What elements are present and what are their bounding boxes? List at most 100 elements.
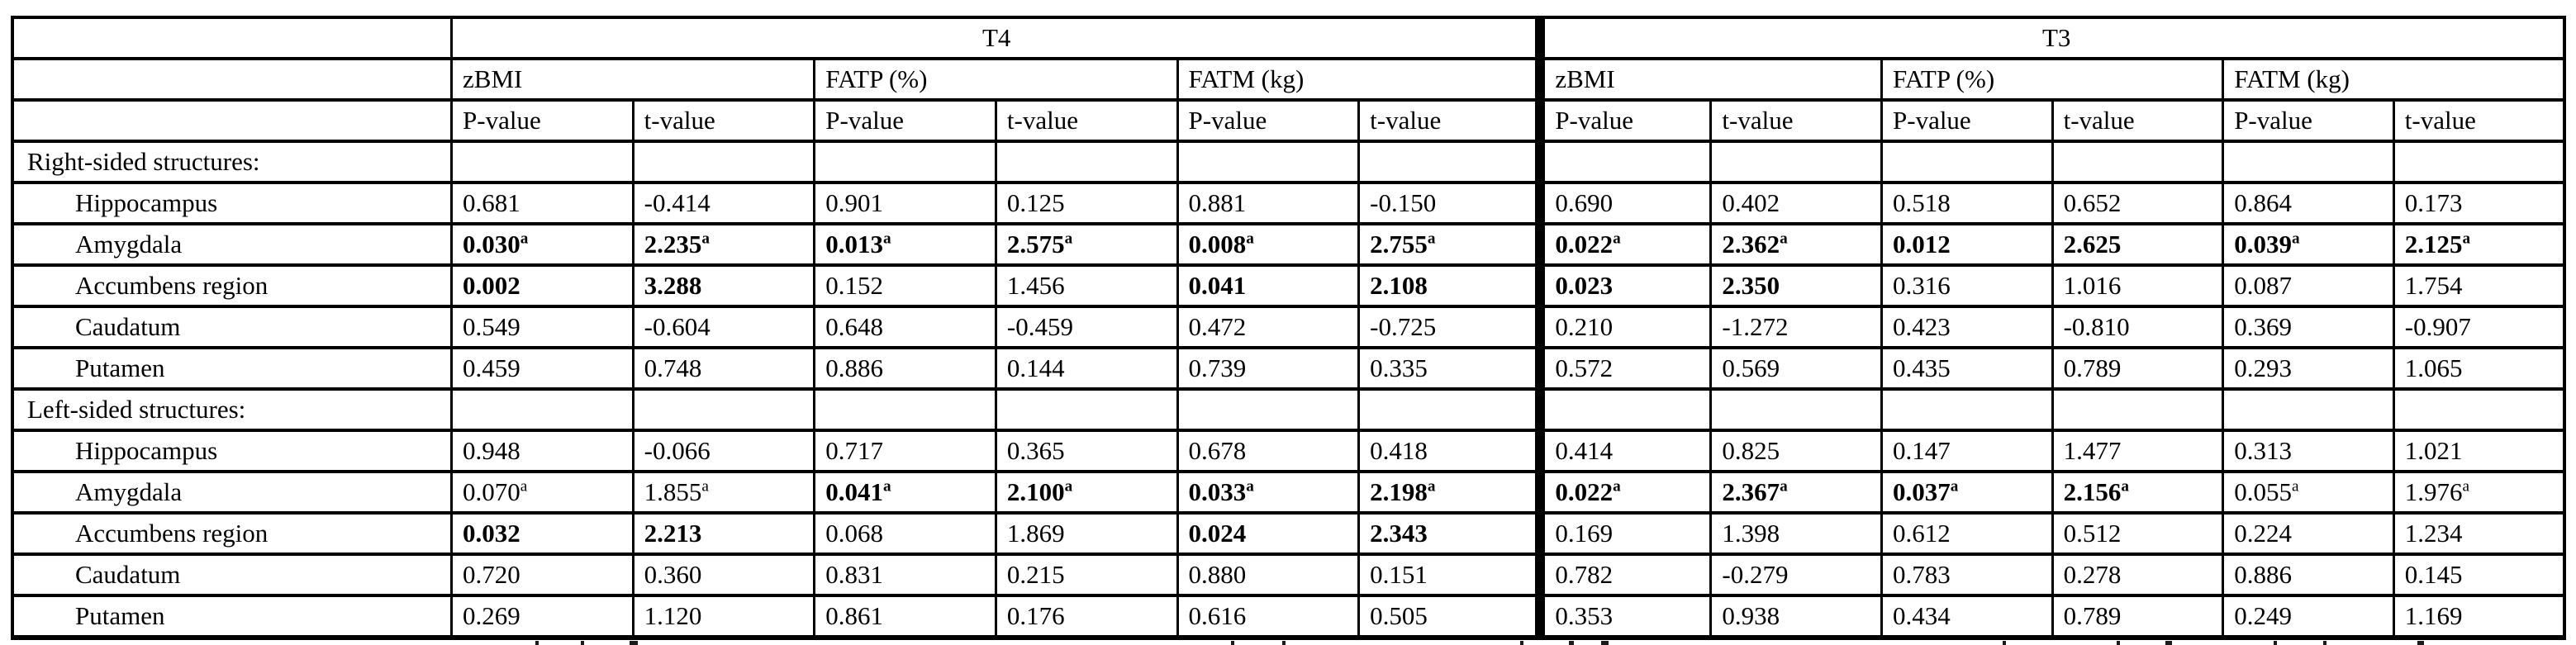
cell-value: 0.616 <box>1188 601 1247 630</box>
value-cell: 0.880 <box>1176 553 1361 597</box>
stat-header-t: t-value <box>631 98 816 143</box>
table-row: Hippocampus 0.681 -0.414 0.901 0.125 0.881 -0.… <box>11 181 2566 225</box>
empty-cell <box>813 140 997 184</box>
cell-value: 0.022 <box>1555 477 1614 506</box>
cell-value: 0.864 <box>2234 188 2292 217</box>
cell-value: 0.070 <box>463 477 520 506</box>
row-label: Hippocampus <box>11 429 454 473</box>
significance-superscript: a <box>2462 477 2470 496</box>
value-cell: 2.367a <box>1709 470 1883 515</box>
cell-value: 0.145 <box>2404 560 2463 589</box>
measure-header-t3-zbmi: zBMI <box>1535 57 1884 102</box>
cell-value: -0.459 <box>1006 312 1073 341</box>
value-cell: 0.215 <box>994 553 1179 597</box>
value-cell: 0.032 <box>450 511 634 556</box>
value-cell: 0.782 <box>1535 553 1713 597</box>
empty-cell <box>813 387 997 432</box>
value-cell: 2.156a <box>2051 470 2225 515</box>
header-row-groups: T4 T3 <box>11 16 2566 60</box>
value-cell: 0.881 <box>1176 181 1361 225</box>
cell-value: 1.976 <box>2404 477 2463 506</box>
cell-value: 0.648 <box>825 312 884 341</box>
cell-value: 0.434 <box>1893 601 1951 630</box>
stat-header-t: t-value <box>1709 98 1883 143</box>
cell-value: 2.575 <box>1006 230 1065 258</box>
row-label: Accumbens region <box>11 263 454 308</box>
cell-value: 0.147 <box>1893 436 1951 465</box>
cell-value: 1.065 <box>2404 353 2463 382</box>
cell-value: 2.362 <box>1722 230 1780 258</box>
value-cell: 2.125a <box>2392 222 2566 267</box>
value-cell: 0.948 <box>450 429 634 473</box>
value-cell: -0.604 <box>631 305 816 349</box>
empty-cell <box>2051 140 2225 184</box>
value-cell: 0.024 <box>1176 511 1361 556</box>
cell-value: 0.886 <box>825 353 884 382</box>
cell-value: 0.002 <box>463 271 520 300</box>
value-cell: 1.021 <box>2392 429 2566 473</box>
cell-value: 0.176 <box>1006 601 1065 630</box>
value-cell: 0.789 <box>2051 346 2225 391</box>
value-cell: 0.549 <box>450 305 634 349</box>
value-cell: 0.569 <box>1709 346 1883 391</box>
cell-value: 0.041 <box>1188 271 1247 300</box>
table-row: Caudatum 0.549 -0.604 0.648 -0.459 0.472 -0.72… <box>11 305 2566 349</box>
cell-value: 0.612 <box>1893 519 1951 548</box>
value-cell: 0.278 <box>2051 553 2225 597</box>
cell-value: 0.278 <box>2063 560 2122 589</box>
value-cell: 0.616 <box>1176 594 1361 639</box>
significance-superscript: a <box>1246 477 1254 496</box>
value-cell: 0.831 <box>813 553 997 597</box>
cell-value: 0.024 <box>1188 519 1247 548</box>
cell-value: 2.125 <box>2404 230 2463 258</box>
table-row: Accumbens region 0.002 3.288 0.152 1.456 0.04… <box>11 263 2566 308</box>
significance-superscript: a <box>1064 477 1073 496</box>
value-cell: 0.864 <box>2222 181 2395 225</box>
value-cell: 2.755a <box>1357 222 1542 267</box>
cell-value: 1.855 <box>644 477 702 506</box>
value-cell: 0.739 <box>1176 346 1361 391</box>
cell-value: 0.948 <box>463 436 520 465</box>
cell-value: 1.234 <box>2404 519 2463 548</box>
header-row-stats: P-value t-value P-value t-value P-value … <box>11 98 2566 143</box>
cell-value: 2.156 <box>2063 477 2122 506</box>
cell-value: 2.755 <box>1370 230 1428 258</box>
cell-value: 0.055 <box>2234 477 2292 506</box>
row-label: Amygdala <box>11 470 454 515</box>
value-cell: 1.869 <box>994 511 1179 556</box>
cell-value: 0.041 <box>825 477 884 506</box>
significance-superscript: a <box>1950 477 1959 496</box>
cell-value: 0.022 <box>1555 230 1614 258</box>
cell-value: 0.169 <box>1555 519 1614 548</box>
value-cell: 0.030a <box>450 222 634 267</box>
cell-value: 0.293 <box>2234 353 2292 382</box>
section-label: Right-sided structures: <box>11 140 454 184</box>
group-header-t4: T4 <box>450 16 1542 60</box>
cell-value: 1.021 <box>2404 436 2463 465</box>
cell-value: 0.151 <box>1370 560 1428 589</box>
value-cell: 0.472 <box>1176 305 1361 349</box>
stat-header-t: t-value <box>2051 98 2225 143</box>
cropped-footnote-fragments <box>0 639 2576 645</box>
cell-value: -1.272 <box>1722 312 1789 341</box>
value-cell: 0.612 <box>1880 511 2054 556</box>
empty-cell <box>631 387 816 432</box>
stat-header-p: P-value <box>2222 98 2395 143</box>
cell-value: 0.030 <box>463 230 520 258</box>
value-cell: 0.360 <box>631 553 816 597</box>
value-cell: 0.022a <box>1535 470 1713 515</box>
empty-cell <box>2222 387 2395 432</box>
value-cell: 0.369 <box>2222 305 2395 349</box>
value-cell: 0.013a <box>813 222 997 267</box>
value-cell: 0.151 <box>1357 553 1542 597</box>
cell-value: 0.717 <box>825 436 884 465</box>
value-cell: 0.269 <box>450 594 634 639</box>
cell-value: -0.414 <box>644 188 711 217</box>
value-cell: 0.748 <box>631 346 816 391</box>
value-cell: 0.037a <box>1880 470 2054 515</box>
value-cell: 0.353 <box>1535 594 1713 639</box>
significance-superscript: a <box>1427 477 1436 496</box>
cell-value: 2.108 <box>1370 271 1428 300</box>
cell-value: 0.518 <box>1893 188 1951 217</box>
